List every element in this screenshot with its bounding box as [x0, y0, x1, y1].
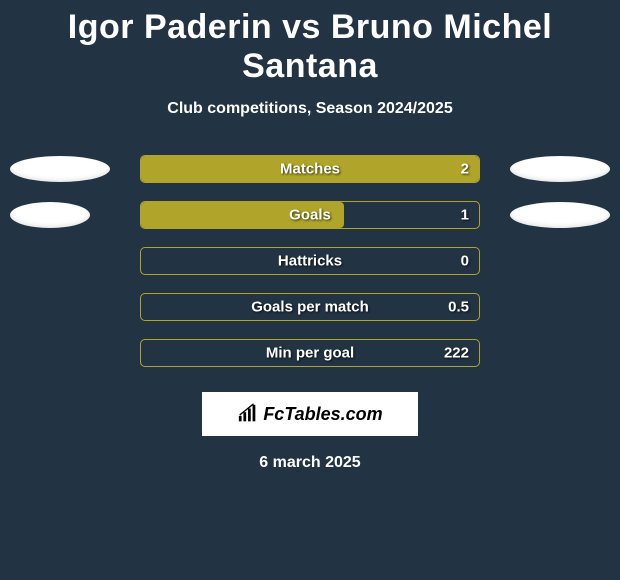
- subtitle: Club competitions, Season 2024/2025: [0, 100, 620, 118]
- bar-label: Min per goal: [266, 345, 354, 362]
- bar-label: Goals per match: [251, 299, 369, 316]
- stat-row: Min per goal 222: [0, 338, 620, 368]
- brand-text: FcTables.com: [263, 404, 382, 425]
- bar-value: 0: [461, 253, 469, 270]
- stat-row: Matches 2: [0, 154, 620, 184]
- right-ellipse: [510, 156, 610, 182]
- stat-row: Goals 1: [0, 200, 620, 230]
- bar-value: 222: [444, 345, 469, 362]
- bar-value: 0.5: [448, 299, 469, 316]
- right-ellipse: [510, 202, 610, 228]
- left-ellipse: [10, 156, 110, 182]
- stats-container: Matches 2 Goals 1 Hattricks 0 Goals per match 0…: [0, 154, 620, 368]
- page-title: Igor Paderin vs Bruno Michel Santana: [0, 0, 620, 86]
- brand-box: FcTables.com: [202, 392, 418, 436]
- bar-label: Goals: [289, 207, 331, 224]
- chart-icon: [237, 403, 259, 425]
- bar-track: Min per goal 222: [140, 339, 480, 367]
- bar-track: Goals per match 0.5: [140, 293, 480, 321]
- bar-track: Matches 2: [140, 155, 480, 183]
- bar-value: 1: [461, 207, 469, 224]
- stat-row: Goals per match 0.5: [0, 292, 620, 322]
- stat-row: Hattricks 0: [0, 246, 620, 276]
- bar-track: Goals 1: [140, 201, 480, 229]
- date-line: 6 march 2025: [0, 454, 620, 472]
- bar-label: Matches: [280, 161, 340, 178]
- left-ellipse: [10, 202, 90, 228]
- bar-label: Hattricks: [278, 253, 342, 270]
- bar-track: Hattricks 0: [140, 247, 480, 275]
- bar-value: 2: [461, 161, 469, 178]
